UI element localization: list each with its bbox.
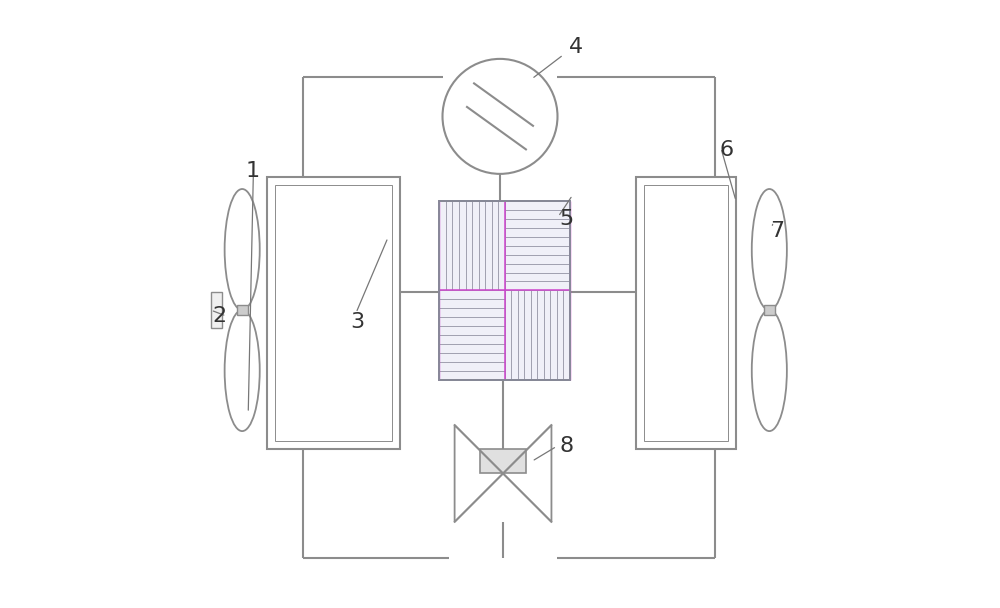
Bar xyxy=(644,185,728,441)
Text: 8: 8 xyxy=(560,436,574,456)
Circle shape xyxy=(443,59,557,174)
Text: 6: 6 xyxy=(720,140,734,160)
Text: 7: 7 xyxy=(770,221,784,241)
Bar xyxy=(211,292,222,328)
Text: 1: 1 xyxy=(246,161,260,181)
Bar xyxy=(275,185,392,441)
Text: 4: 4 xyxy=(569,36,583,57)
Bar xyxy=(267,177,400,449)
Bar xyxy=(439,201,570,379)
Bar xyxy=(439,201,570,379)
Bar xyxy=(636,177,736,449)
Text: 3: 3 xyxy=(351,312,365,332)
Bar xyxy=(237,305,248,316)
Text: 5: 5 xyxy=(559,209,574,229)
Text: 2: 2 xyxy=(212,306,226,326)
Bar xyxy=(764,305,775,316)
Bar xyxy=(480,449,526,474)
